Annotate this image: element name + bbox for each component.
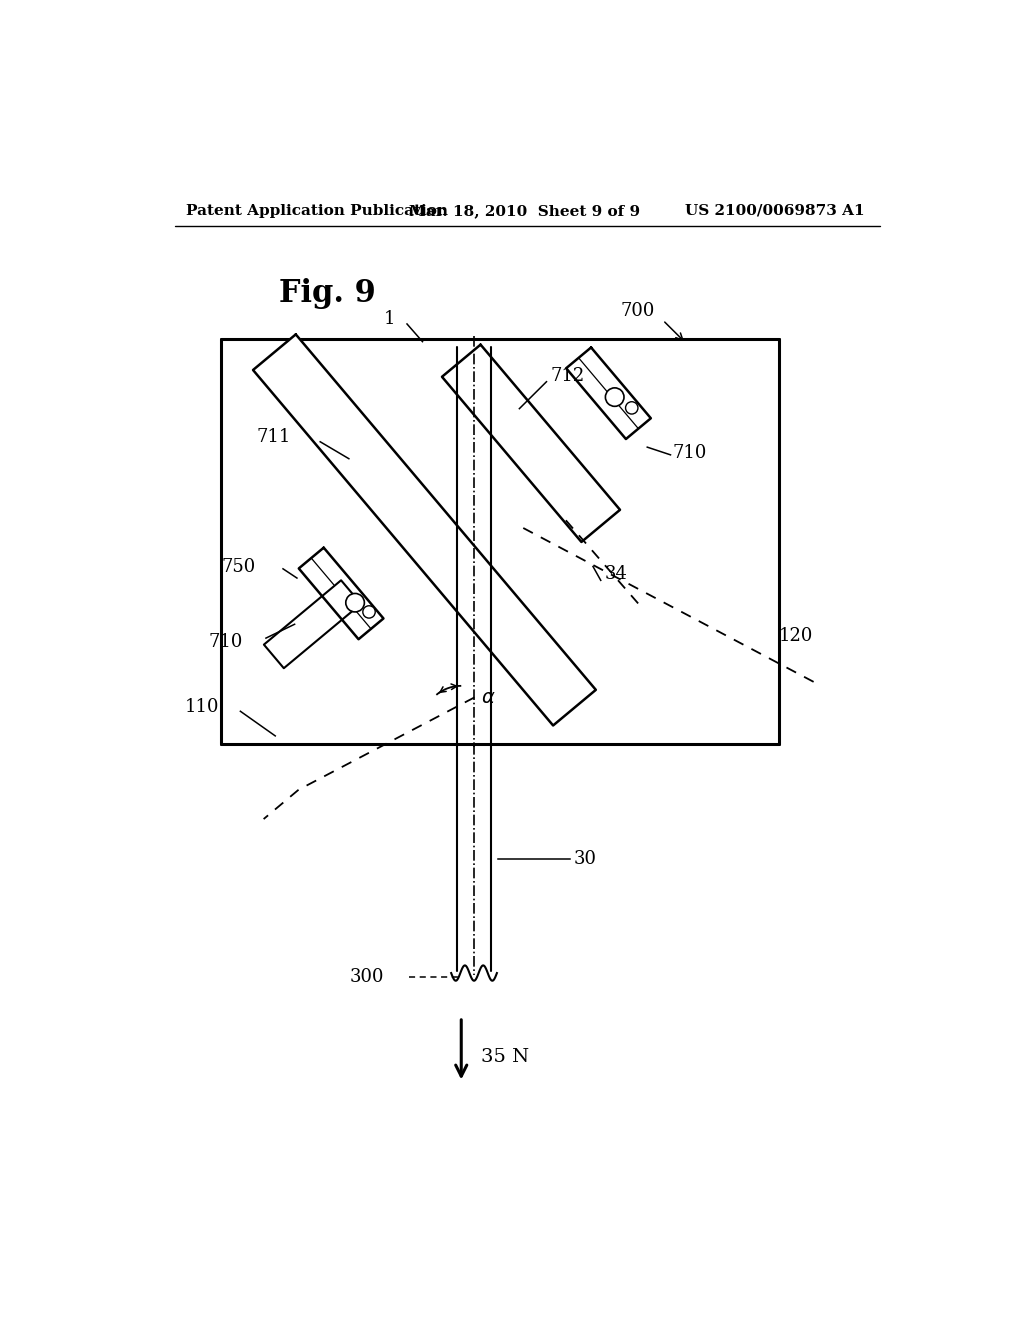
Text: 1: 1 <box>384 310 395 327</box>
Text: US 2100/0069873 A1: US 2100/0069873 A1 <box>685 203 864 218</box>
Text: 110: 110 <box>185 698 219 715</box>
Circle shape <box>346 594 365 612</box>
Text: 710: 710 <box>208 634 243 651</box>
Text: 300: 300 <box>349 968 384 986</box>
Polygon shape <box>299 548 383 639</box>
Text: 711: 711 <box>256 428 291 446</box>
Text: 35 N: 35 N <box>480 1048 528 1067</box>
Polygon shape <box>264 581 361 668</box>
Text: 712: 712 <box>550 367 585 385</box>
Text: 120: 120 <box>779 627 813 644</box>
Text: Mar. 18, 2010  Sheet 9 of 9: Mar. 18, 2010 Sheet 9 of 9 <box>410 203 640 218</box>
Text: 30: 30 <box>573 850 597 869</box>
Text: 34: 34 <box>604 565 628 583</box>
Text: $\alpha$: $\alpha$ <box>481 688 496 708</box>
Polygon shape <box>566 347 651 440</box>
Text: Patent Application Publication: Patent Application Publication <box>186 203 449 218</box>
Text: 710: 710 <box>673 444 708 462</box>
Circle shape <box>362 606 375 618</box>
Polygon shape <box>253 334 596 726</box>
Text: Fig. 9: Fig. 9 <box>280 277 376 309</box>
Text: 750: 750 <box>221 557 256 576</box>
Circle shape <box>626 401 638 414</box>
Circle shape <box>605 388 624 407</box>
Text: 700: 700 <box>621 302 654 319</box>
Polygon shape <box>442 345 620 543</box>
